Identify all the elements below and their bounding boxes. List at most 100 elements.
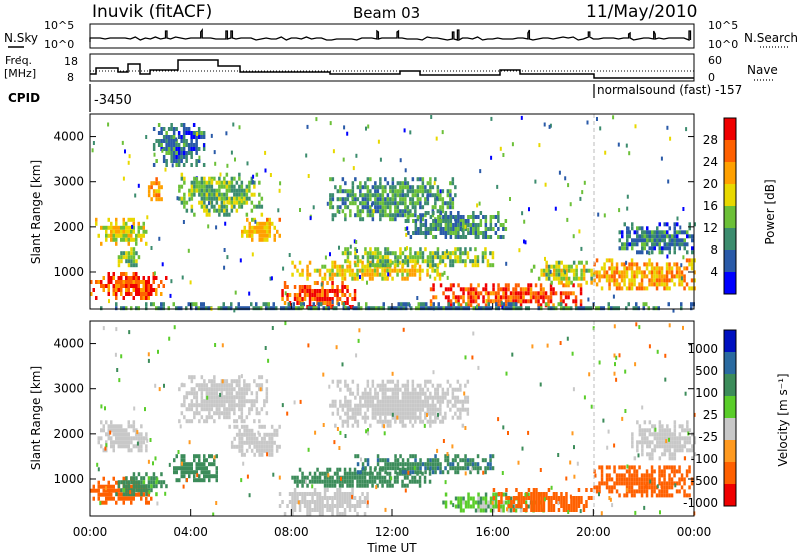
- heatmap-cell: [419, 466, 422, 471]
- heatmap-cell: [342, 306, 345, 311]
- heatmap-cell: [374, 209, 377, 214]
- heatmap-cell: [253, 204, 256, 209]
- heatmap-cell: [562, 306, 565, 311]
- heatmap-cell: [386, 205, 390, 210]
- heatmap-cell: [489, 299, 493, 304]
- velocity-heatmap: [90, 321, 697, 517]
- heatmap-cell: [507, 287, 510, 292]
- heatmap-cell: [635, 473, 639, 478]
- heatmap-cell: [411, 379, 415, 384]
- heatmap-cell: [315, 117, 318, 122]
- heatmap-cell: [457, 219, 460, 223]
- heatmap-cell: [303, 475, 307, 480]
- heatmap-cell: [348, 479, 352, 484]
- heatmap-cell: [668, 428, 672, 433]
- heatmap-cell: [522, 299, 525, 304]
- heatmap-cell: [686, 234, 689, 239]
- heatmap-cell: [643, 286, 646, 291]
- heatmap-cell: [348, 492, 352, 496]
- heatmap-cell: [447, 219, 450, 223]
- heatmap-cell: [686, 428, 689, 433]
- heatmap-cell: [659, 510, 661, 515]
- heatmap-cell: [431, 259, 435, 264]
- heatmap-cell: [275, 428, 279, 433]
- heatmap-cell: [215, 470, 218, 475]
- heatmap-cell: [383, 424, 386, 429]
- heatmap-cell: [572, 234, 575, 239]
- heatmap-cell: [466, 251, 470, 256]
- heatmap-cell: [354, 213, 357, 218]
- heatmap-cell: [188, 419, 191, 424]
- heatmap-cell: [165, 163, 168, 167]
- heatmap-cell: [646, 444, 649, 449]
- heatmap-cell: [562, 496, 566, 500]
- heatmap-cell: [469, 470, 472, 475]
- heatmap-cell: [112, 424, 115, 429]
- heatmap-cell: [260, 212, 264, 217]
- heatmap-cell: [633, 477, 636, 482]
- heatmap-cell: [600, 465, 604, 470]
- heatmap-cell: [286, 285, 289, 289]
- heatmap-cell: [122, 492, 126, 497]
- heatmap-cell: [683, 230, 686, 235]
- heatmap-cell: [502, 235, 505, 239]
- heatmap-cell: [253, 444, 256, 449]
- heatmap-cell: [291, 508, 294, 512]
- heatmap-cell: [298, 289, 302, 293]
- heatmap-cell: [301, 289, 304, 293]
- heatmap-cell: [401, 395, 405, 400]
- heatmap-cell: [250, 200, 254, 205]
- heatmap-cell: [332, 149, 335, 154]
- heatmap-cell: [182, 147, 186, 151]
- heatmap-cell: [406, 185, 410, 190]
- heatmap-cell: [238, 399, 241, 404]
- heatmap-cell: [434, 407, 437, 412]
- heatmap-cell: [421, 259, 425, 264]
- heatmap-cell: [419, 399, 422, 404]
- heatmap-cell: [688, 469, 691, 474]
- heatmap-cell: [628, 489, 631, 494]
- heatmap-cell: [565, 508, 568, 512]
- heatmap-cell: [664, 353, 667, 358]
- heatmap-cell: [137, 292, 140, 296]
- heatmap-cell: [147, 500, 150, 505]
- heatmap-cell: [449, 500, 453, 505]
- heatmap-cell: [441, 391, 445, 396]
- heatmap-cell: [341, 276, 344, 281]
- heatmap-cell: [653, 278, 656, 283]
- heatmap-cell: [100, 428, 103, 433]
- heatmap-cell: [112, 484, 115, 489]
- heatmap-cell: [190, 462, 193, 467]
- heatmap-cell: [243, 395, 246, 400]
- heatmap-cell: [454, 185, 457, 190]
- heatmap-cell: [661, 424, 664, 429]
- heatmap-cell: [646, 242, 649, 247]
- heatmap-cell: [539, 295, 543, 300]
- heatmap-cell: [361, 395, 365, 400]
- heatmap-cell: [648, 444, 652, 449]
- heatmap-cell: [127, 292, 130, 296]
- heatmap-cell: [419, 223, 423, 227]
- heatmap-cell: [180, 139, 183, 143]
- heatmap-cell: [198, 478, 201, 483]
- heatmap-cell: [424, 395, 427, 400]
- heatmap-cell: [301, 297, 304, 301]
- heatmap-cell: [334, 185, 337, 190]
- heatmap-cell: [175, 147, 178, 151]
- heatmap-cell: [115, 292, 118, 296]
- heatmap-cell: [666, 254, 669, 259]
- heatmap-cell: [344, 395, 347, 400]
- heatmap-cell: [381, 205, 385, 210]
- heatmap-cell: [175, 137, 178, 142]
- heatmap-cell: [411, 411, 415, 416]
- heatmap-cell: [545, 302, 548, 307]
- heatmap-cell: [298, 508, 302, 512]
- heatmap-cell: [419, 458, 422, 463]
- heatmap-cell: [352, 306, 355, 311]
- heatmap-cell: [567, 276, 571, 281]
- heatmap-cell: [560, 276, 563, 281]
- heatmap-cell: [160, 143, 163, 147]
- heatmap-cell: [424, 383, 427, 388]
- heatmap-cell: [530, 504, 533, 508]
- heatmap-cell: [208, 403, 211, 408]
